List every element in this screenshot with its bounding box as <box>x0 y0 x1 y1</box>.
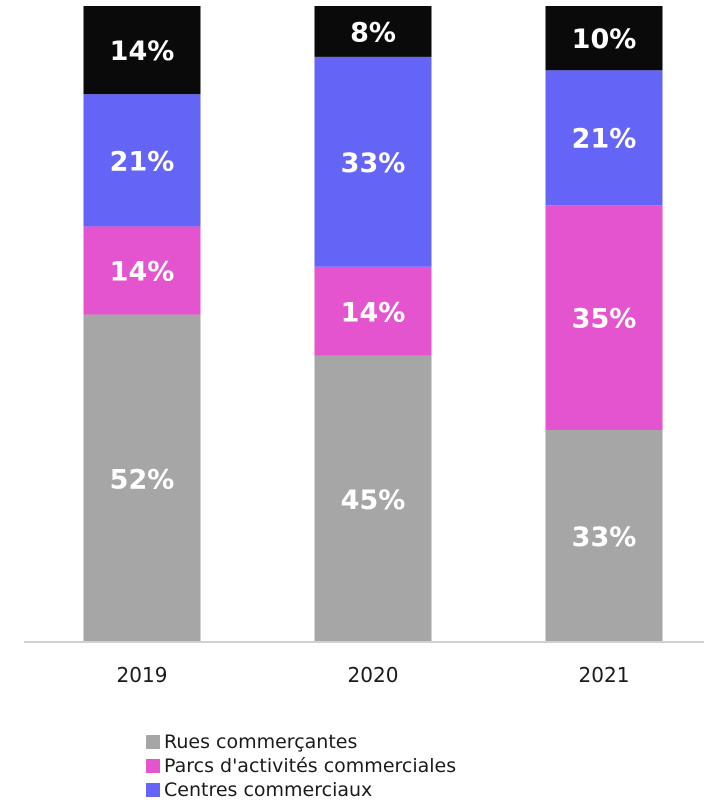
data-label-2020-s3: 8% <box>350 17 396 48</box>
x-tick-label-2020: 2020 <box>348 663 399 687</box>
legend: Rues commerçantes Parcs d'activités comme… <box>146 730 456 802</box>
x-tick-labels: 2019 2020 2021 <box>117 663 630 687</box>
legend-item: Parcs d'activités commerciales <box>146 754 456 778</box>
legend-swatch <box>146 783 160 797</box>
bar-segment-2020-s3 <box>314 6 432 57</box>
bar-segment-2021-s0 <box>545 430 663 642</box>
stacked-bar-chart: 52% 14% 21% 14% 45% 14% 33% 8% 33% 35% 21% 10% 2019… <box>24 6 704 687</box>
legend-label: Centres commerciaux <box>164 779 373 801</box>
bar-segment-2019-s0 <box>83 314 201 642</box>
bars-group: 52% 14% 21% 14% 45% 14% 33% 8% 33% 35% 21% 10% <box>83 6 663 642</box>
data-label-2020-s0: 45% <box>341 485 406 516</box>
legend-label: Rues commerçantes <box>164 731 358 753</box>
bar-segment-2020-s2 <box>314 56 432 267</box>
data-label-2019-s0: 52% <box>110 464 175 495</box>
data-label-2021-s0: 33% <box>572 522 637 553</box>
x-tick-label-2019: 2019 <box>117 663 168 687</box>
legend-swatch <box>146 759 160 773</box>
bar-segment-2020-s0 <box>314 355 432 642</box>
legend-item: Centres commerciaux <box>146 778 456 802</box>
data-label-2020-s2: 33% <box>341 148 406 179</box>
bar-segment-2021-s3 <box>545 6 663 71</box>
legend-label: Parcs d'activités commerciales <box>164 755 457 777</box>
legend-item: Rues commerçantes <box>146 730 456 754</box>
bar-segment-2020-s1 <box>314 266 432 356</box>
legend-swatch <box>146 735 160 749</box>
bar-segment-2021-s2 <box>545 70 663 206</box>
data-label-2020-s1: 14% <box>341 297 406 328</box>
bar-segment-2019-s1 <box>83 226 201 315</box>
data-label-2019-s2: 21% <box>110 146 175 177</box>
data-label-2021-s1: 35% <box>572 304 637 335</box>
data-label-2021-s3: 10% <box>572 24 637 55</box>
x-tick-label-2021: 2021 <box>579 663 630 687</box>
data-label-2019-s1: 14% <box>110 256 175 287</box>
bar-segment-2019-s3 <box>83 6 201 95</box>
bar-segment-2021-s1 <box>545 205 663 430</box>
bar-segment-2019-s2 <box>83 94 201 227</box>
data-label-2021-s2: 21% <box>572 124 637 155</box>
data-label-2019-s3: 14% <box>110 36 175 67</box>
